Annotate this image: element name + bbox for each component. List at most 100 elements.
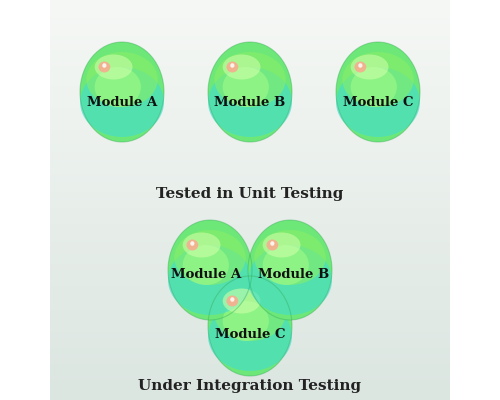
Bar: [50, 274, 450, 276]
Bar: [50, 322, 450, 324]
Bar: [50, 352, 450, 354]
Ellipse shape: [222, 54, 260, 80]
Bar: [50, 6, 450, 8]
Bar: [50, 136, 450, 138]
Ellipse shape: [226, 62, 238, 72]
Ellipse shape: [80, 42, 164, 142]
Bar: [50, 142, 450, 144]
Bar: [50, 262, 450, 264]
Bar: [50, 70, 450, 72]
Bar: [50, 286, 450, 288]
Bar: [50, 318, 450, 320]
Bar: [50, 118, 450, 120]
Bar: [50, 386, 450, 388]
Bar: [50, 238, 450, 240]
Bar: [50, 316, 450, 318]
Bar: [50, 268, 450, 270]
Bar: [50, 4, 450, 6]
Bar: [50, 294, 450, 296]
Ellipse shape: [208, 301, 292, 371]
Bar: [50, 138, 450, 140]
Bar: [50, 84, 450, 86]
Bar: [50, 310, 450, 312]
Bar: [50, 98, 450, 100]
Bar: [50, 368, 450, 370]
Bar: [50, 40, 450, 42]
Bar: [50, 116, 450, 118]
Ellipse shape: [208, 67, 292, 137]
Bar: [50, 378, 450, 380]
Bar: [50, 332, 450, 334]
Bar: [50, 226, 450, 228]
Ellipse shape: [214, 286, 286, 341]
Bar: [50, 160, 450, 162]
Bar: [50, 162, 450, 164]
Bar: [50, 320, 450, 322]
Ellipse shape: [174, 230, 246, 285]
Bar: [50, 24, 450, 26]
Bar: [50, 180, 450, 182]
Bar: [50, 278, 450, 280]
Ellipse shape: [182, 232, 220, 258]
Bar: [50, 110, 450, 112]
Bar: [50, 166, 450, 168]
Bar: [50, 394, 450, 396]
Ellipse shape: [222, 67, 269, 107]
Bar: [50, 26, 450, 28]
Bar: [50, 60, 450, 62]
Bar: [50, 228, 450, 230]
Bar: [50, 276, 450, 278]
Bar: [50, 66, 450, 68]
Bar: [50, 108, 450, 110]
Ellipse shape: [336, 42, 420, 142]
Ellipse shape: [168, 245, 252, 315]
Ellipse shape: [182, 245, 229, 285]
Bar: [50, 12, 450, 14]
Bar: [50, 94, 450, 96]
Bar: [50, 178, 450, 180]
Bar: [50, 126, 450, 128]
Bar: [50, 342, 450, 344]
Bar: [50, 80, 450, 82]
Bar: [50, 236, 450, 238]
Bar: [50, 146, 450, 148]
Bar: [50, 176, 450, 178]
Text: Module B: Module B: [214, 96, 286, 108]
Bar: [50, 44, 450, 46]
Ellipse shape: [214, 52, 286, 107]
Bar: [50, 336, 450, 338]
Bar: [50, 144, 450, 146]
Bar: [50, 392, 450, 394]
Bar: [50, 76, 450, 78]
Bar: [50, 8, 450, 10]
Bar: [50, 124, 450, 126]
Bar: [50, 184, 450, 186]
Bar: [50, 258, 450, 260]
Bar: [50, 206, 450, 208]
Bar: [50, 334, 450, 336]
Bar: [50, 0, 450, 2]
Bar: [50, 218, 450, 220]
Bar: [50, 280, 450, 282]
Bar: [50, 264, 450, 266]
Bar: [50, 314, 450, 316]
Bar: [50, 308, 450, 310]
Bar: [50, 158, 450, 160]
Bar: [50, 200, 450, 202]
Bar: [50, 396, 450, 398]
Text: Module C: Module C: [215, 328, 285, 340]
Bar: [50, 326, 450, 328]
Bar: [50, 256, 450, 258]
Bar: [50, 122, 450, 124]
Bar: [50, 324, 450, 326]
Bar: [50, 240, 450, 242]
Bar: [50, 154, 450, 156]
Bar: [50, 350, 450, 352]
Ellipse shape: [342, 52, 413, 107]
Bar: [50, 284, 450, 286]
Ellipse shape: [222, 301, 269, 341]
Bar: [50, 204, 450, 206]
Bar: [50, 300, 450, 302]
Bar: [50, 22, 450, 24]
Bar: [50, 18, 450, 20]
